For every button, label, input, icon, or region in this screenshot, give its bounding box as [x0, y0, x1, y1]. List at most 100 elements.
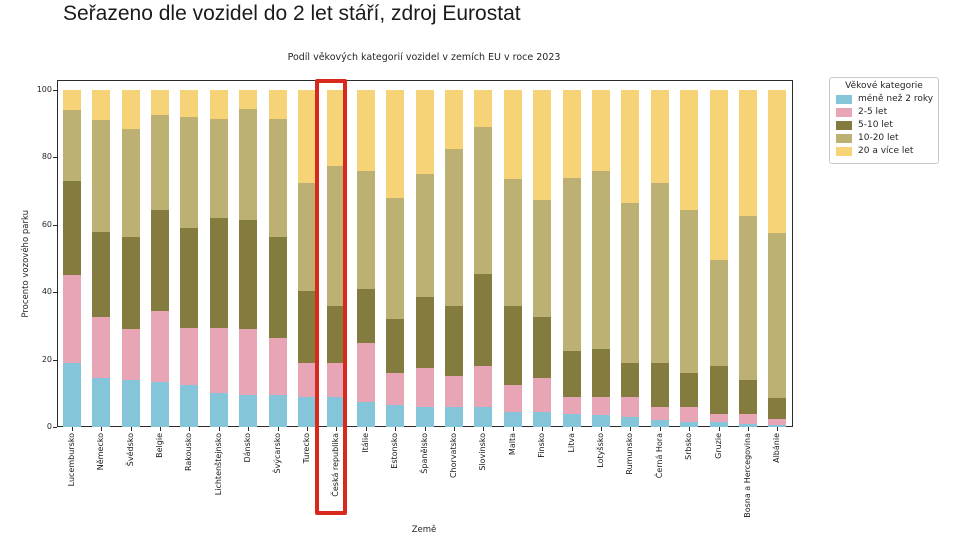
bar-segment: [562, 413, 581, 427]
bar-segment: [386, 373, 405, 406]
bar-segment: [709, 413, 728, 422]
bar-segment: [268, 118, 287, 237]
bar-segment: [650, 406, 669, 421]
y-tick-mark: [53, 90, 57, 91]
bar-segment: [650, 420, 669, 427]
bar-segment: [444, 376, 463, 407]
bar-segment: [62, 275, 81, 363]
bar-segment: [297, 90, 316, 183]
x-tick-label: Španělsko: [419, 433, 429, 474]
bar-segment: [621, 90, 640, 203]
bar-segment: [121, 236, 140, 330]
bar-segment: [768, 90, 787, 234]
bar-segment: [415, 368, 434, 407]
legend-items: méně než 2 roky 2-5 let 5-10 let 10-20 let 2…: [836, 94, 933, 156]
bar-segment: [239, 394, 258, 427]
bar-segment: [327, 165, 346, 306]
bar-segment: [444, 305, 463, 377]
x-tick-mark: [395, 427, 397, 431]
bar-segment: [62, 90, 81, 111]
bar-segment: [415, 174, 434, 298]
bar-segment: [621, 362, 640, 397]
x-tick-mark: [542, 427, 544, 431]
bar-segment: [709, 366, 728, 414]
bar-segment: [591, 415, 610, 427]
y-tick-mark: [53, 292, 57, 294]
bar-segment: [503, 384, 522, 412]
legend-title: Věkové kategorie: [845, 81, 923, 91]
bar-segment: [474, 90, 493, 128]
legend-swatch: [836, 107, 852, 117]
x-tick-label: Dánsko: [243, 433, 253, 463]
bar-segment: [209, 118, 228, 219]
legend-item: 5-10 let: [836, 120, 932, 130]
bar-segment: [591, 396, 610, 416]
bar-segment: [92, 120, 111, 232]
x-tick-mark: [189, 427, 191, 431]
x-tick-label: Švýcarsko: [272, 433, 282, 474]
bar-segment: [297, 362, 316, 397]
bar-segment: [621, 396, 640, 417]
bar-segment: [738, 423, 757, 427]
legend-item: méně než 2 roky: [836, 94, 933, 104]
bar-segment: [239, 108, 258, 220]
y-tick-mark: [53, 427, 57, 428]
bar-segment: [533, 317, 552, 379]
x-tick-label: Rakousko: [184, 433, 194, 472]
bar-segment: [562, 351, 581, 397]
bar-segment: [297, 290, 316, 363]
bar-segment: [444, 148, 463, 306]
bar-segment: [386, 197, 405, 320]
bar-segment: [297, 182, 316, 291]
y-tick-label: 20: [41, 354, 52, 364]
x-tick-label: Lichtenštejnsko: [213, 433, 223, 496]
bar-segment: [386, 90, 405, 198]
x-tick-label: Finsko: [537, 433, 547, 458]
x-tick-mark: [424, 427, 426, 431]
bar-segment: [356, 401, 375, 427]
bar-segment: [562, 90, 581, 178]
bar-segment: [268, 236, 287, 338]
x-tick-label: Lotyšsko: [595, 433, 605, 468]
legend-label: 5-10 let: [858, 120, 893, 130]
bar-segment: [327, 362, 346, 397]
bar-segment: [150, 90, 169, 116]
bar-segment: [768, 418, 787, 426]
bar-segment: [150, 115, 169, 210]
highlight-rectangle: [315, 79, 348, 515]
bar-segment: [150, 310, 169, 382]
bar-segment: [121, 379, 140, 427]
legend-swatch: [836, 133, 852, 143]
x-tick-label: Slovinsko: [478, 433, 488, 471]
bar-segment: [562, 177, 581, 352]
y-axis-label: Procento vozového parku: [21, 210, 31, 318]
x-tick-label: Litva: [566, 433, 576, 453]
x-tick-mark: [718, 427, 720, 431]
x-tick-mark: [159, 427, 161, 431]
bar-segment: [474, 366, 493, 407]
bar-segment: [415, 297, 434, 369]
bar-segment: [92, 90, 111, 121]
x-tick-label: Německo: [96, 433, 106, 471]
bar-segment: [680, 209, 699, 374]
x-tick-mark: [277, 427, 279, 431]
bar-segment: [239, 219, 258, 330]
bar-segment: [180, 116, 199, 229]
x-tick-mark: [512, 427, 514, 431]
bar-segment: [327, 90, 346, 166]
x-tick-mark: [365, 427, 367, 431]
bar-segment: [297, 396, 316, 427]
x-tick-label: Itálie: [360, 433, 370, 453]
bar-segment: [591, 349, 610, 397]
legend-label: 20 a více let: [858, 146, 914, 156]
x-tick-label: Srbsko: [684, 433, 694, 460]
legend-label: 2-5 let: [858, 107, 888, 117]
bar-segment: [209, 90, 228, 119]
x-tick-mark: [777, 427, 779, 431]
bar-segment: [680, 421, 699, 427]
slide-heading: Seřazeno dle vozidel do 2 let stáří, zdr…: [63, 2, 521, 25]
y-tick-mark: [53, 157, 57, 159]
x-tick-mark: [218, 427, 220, 431]
bar-segment: [268, 337, 287, 395]
